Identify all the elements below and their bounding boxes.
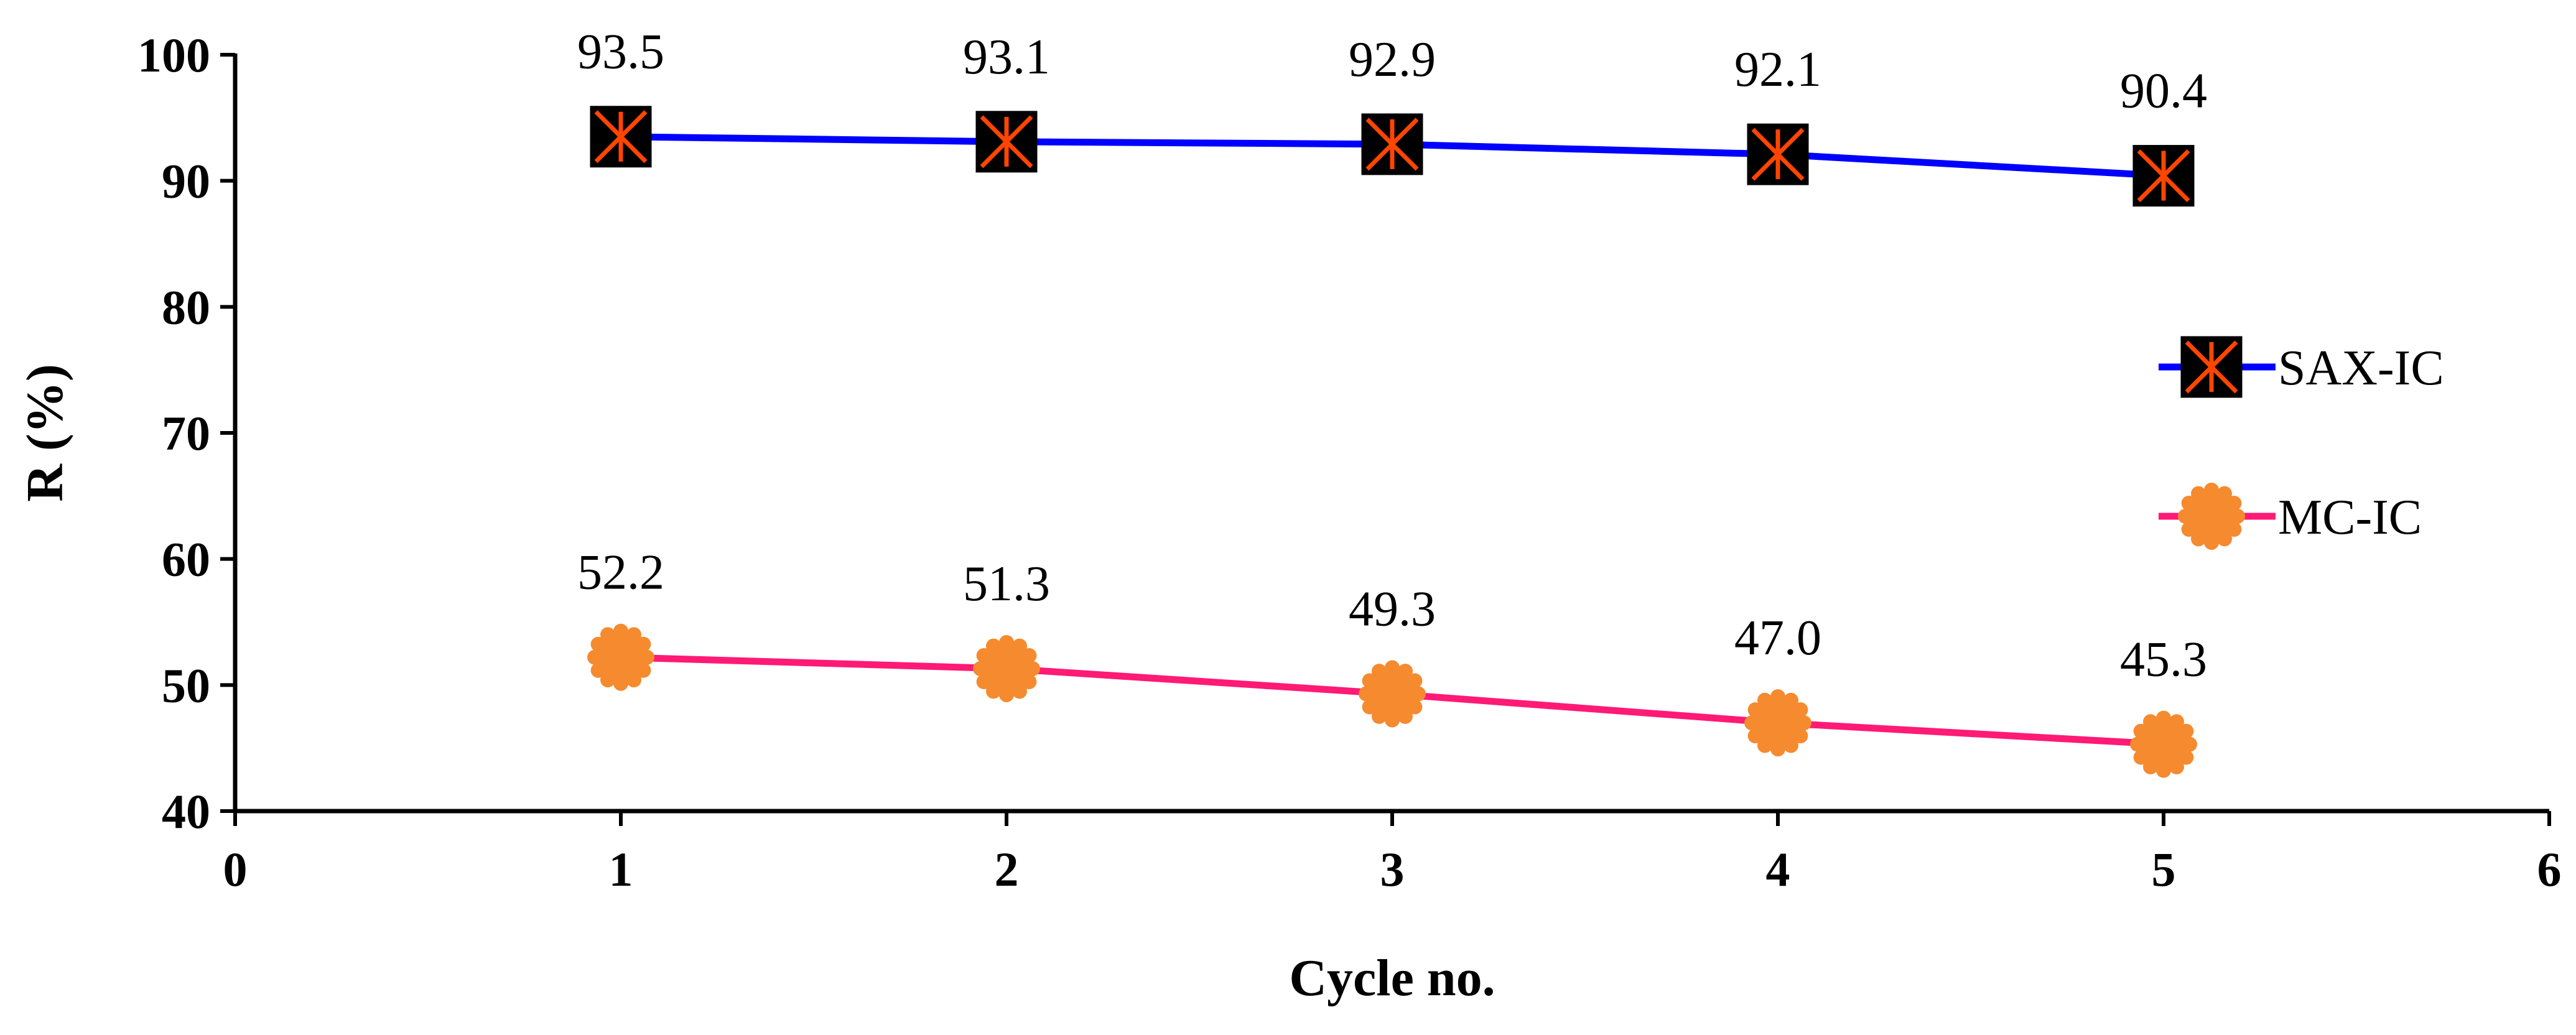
legend-marker — [2180, 336, 2243, 398]
y-tick-label: 70 — [162, 406, 210, 460]
data-label-mc-ic: 47.0 — [1734, 611, 1821, 666]
data-point-mc-ic — [587, 623, 654, 691]
legend-item-sax-ic: SAX-IC — [2159, 336, 2444, 398]
data-point-sax-ic — [590, 106, 652, 168]
data-label-mc-ic: 52.2 — [577, 545, 664, 600]
data-point-mc-ic — [2130, 710, 2197, 778]
series-layer — [587, 106, 2197, 778]
x-tick-label: 0 — [223, 842, 248, 896]
y-axis-title: R (%) — [16, 364, 74, 502]
x-tick-label: 3 — [1380, 842, 1405, 896]
x-tick-label: 2 — [995, 842, 1019, 896]
data-point-mc-ic — [1359, 660, 1426, 728]
y-tick-label: 50 — [162, 658, 210, 712]
data-point-sax-ic — [1747, 123, 1809, 185]
data-point-sax-ic — [2132, 145, 2195, 207]
legend: SAX-IC MC-IC — [2159, 336, 2444, 550]
data-label-sax-ic: 93.1 — [963, 30, 1050, 85]
data-label-sax-ic: 92.9 — [1349, 32, 1436, 87]
y-tick-label: 60 — [162, 532, 210, 587]
axes: 40 50 60 70 80 90 100 0 1 2 3 4 5 6 Cycle no. R (%) — [16, 28, 2562, 1007]
x-tick-label: 6 — [2537, 842, 2562, 896]
y-tick-label: 80 — [162, 280, 210, 334]
y-tick-label: 100 — [137, 28, 210, 82]
x-tick-label: 4 — [1766, 842, 1790, 896]
legend-label: SAX-IC — [2278, 341, 2444, 396]
x-tick-label: 1 — [609, 842, 633, 896]
data-label-sax-ic: 92.1 — [1734, 42, 1821, 97]
data-point-sax-ic — [1361, 113, 1423, 175]
data-label-sax-ic: 90.4 — [2120, 64, 2207, 119]
y-tick-label: 40 — [162, 784, 210, 838]
legend-label: MC-IC — [2278, 490, 2422, 545]
data-label-mc-ic: 49.3 — [1349, 582, 1436, 637]
legend-marker — [2178, 483, 2245, 550]
data-labels: 93.5 93.1 92.9 92.1 90.4 52.2 51.3 49.3 47.0 45.3 — [577, 25, 2207, 687]
y-tick-label: 90 — [162, 154, 210, 208]
data-point-mc-ic — [1744, 689, 1811, 757]
x-tick-label: 5 — [2152, 842, 2176, 896]
x-axis-title: Cycle no. — [1289, 949, 1495, 1007]
data-label-mc-ic: 51.3 — [963, 557, 1050, 611]
data-point-sax-ic — [975, 111, 1038, 173]
data-point-mc-ic — [973, 634, 1040, 702]
data-label-mc-ic: 45.3 — [2120, 633, 2207, 687]
legend-item-mc-ic: MC-IC — [2159, 483, 2422, 550]
data-label-sax-ic: 93.5 — [577, 25, 664, 80]
